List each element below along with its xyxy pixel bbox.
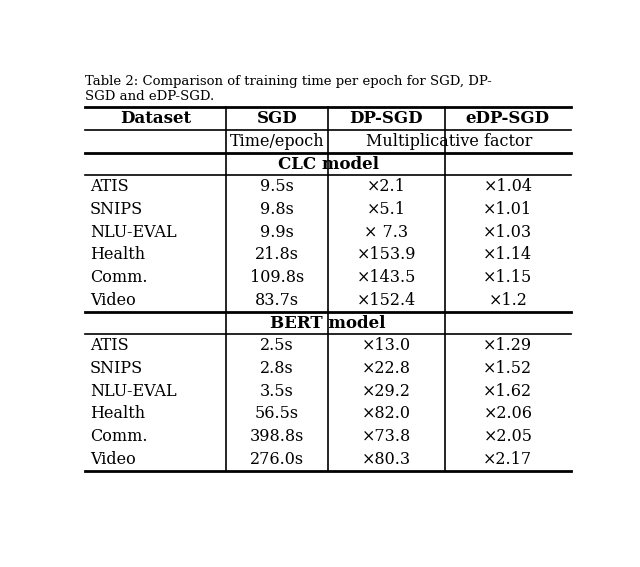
Text: ×1.14: ×1.14: [483, 247, 532, 264]
Text: ×1.62: ×1.62: [483, 383, 532, 400]
Text: ×1.03: ×1.03: [483, 224, 532, 241]
Text: eDP-SGD: eDP-SGD: [466, 110, 550, 127]
Text: ×13.0: ×13.0: [362, 337, 411, 354]
Text: ×73.8: ×73.8: [362, 428, 411, 445]
Text: 3.5s: 3.5s: [260, 383, 294, 400]
Text: Video: Video: [90, 292, 136, 309]
Text: 276.0s: 276.0s: [250, 451, 304, 468]
Text: Health: Health: [90, 405, 145, 422]
Text: ×1.29: ×1.29: [483, 337, 532, 354]
Text: Time/epoch: Time/epoch: [230, 133, 324, 150]
Text: 56.5s: 56.5s: [255, 405, 300, 422]
Text: ×1.52: ×1.52: [483, 360, 532, 377]
Text: 109.8s: 109.8s: [250, 269, 304, 286]
Text: ×143.5: ×143.5: [356, 269, 416, 286]
Text: ×29.2: ×29.2: [362, 383, 411, 400]
Text: ×22.8: ×22.8: [362, 360, 411, 377]
Text: Table 2: Comparison of training time per epoch for SGD, DP-: Table 2: Comparison of training time per…: [85, 75, 492, 88]
Text: Comm.: Comm.: [90, 428, 147, 445]
Text: Multiplicative factor: Multiplicative factor: [366, 133, 532, 150]
Text: ×153.9: ×153.9: [356, 247, 416, 264]
Text: ×82.0: ×82.0: [362, 405, 411, 422]
Text: ×1.04: ×1.04: [483, 178, 532, 195]
Text: 9.5s: 9.5s: [260, 178, 294, 195]
Text: ×1.2: ×1.2: [488, 292, 527, 309]
Text: ×2.1: ×2.1: [367, 178, 406, 195]
Text: ×2.17: ×2.17: [483, 451, 532, 468]
Text: ×80.3: ×80.3: [362, 451, 411, 468]
Text: ×152.4: ×152.4: [356, 292, 416, 309]
Text: SNIPS: SNIPS: [90, 201, 143, 218]
Text: ×1.15: ×1.15: [483, 269, 532, 286]
Text: Video: Video: [90, 451, 136, 468]
Text: Health: Health: [90, 247, 145, 264]
Text: Dataset: Dataset: [120, 110, 191, 127]
Text: 21.8s: 21.8s: [255, 247, 299, 264]
Text: NLU-EVAL: NLU-EVAL: [90, 383, 177, 400]
Text: SNIPS: SNIPS: [90, 360, 143, 377]
Text: ×5.1: ×5.1: [367, 201, 406, 218]
Text: 2.8s: 2.8s: [260, 360, 294, 377]
Text: ATIS: ATIS: [90, 178, 129, 195]
Text: ATIS: ATIS: [90, 337, 129, 354]
Text: SGD and eDP-SGD.: SGD and eDP-SGD.: [85, 90, 214, 103]
Text: 9.9s: 9.9s: [260, 224, 294, 241]
Text: ×1.01: ×1.01: [483, 201, 532, 218]
Text: × 7.3: × 7.3: [364, 224, 408, 241]
Text: NLU-EVAL: NLU-EVAL: [90, 224, 177, 241]
Text: 2.5s: 2.5s: [260, 337, 294, 354]
Text: 83.7s: 83.7s: [255, 292, 300, 309]
Text: Comm.: Comm.: [90, 269, 147, 286]
Text: BERT model: BERT model: [270, 315, 386, 332]
Text: CLC model: CLC model: [278, 155, 378, 172]
Text: ×2.06: ×2.06: [483, 405, 532, 422]
Text: DP-SGD: DP-SGD: [349, 110, 423, 127]
Text: SGD: SGD: [257, 110, 298, 127]
Text: ×2.05: ×2.05: [483, 428, 532, 445]
Text: 398.8s: 398.8s: [250, 428, 305, 445]
Text: 9.8s: 9.8s: [260, 201, 294, 218]
